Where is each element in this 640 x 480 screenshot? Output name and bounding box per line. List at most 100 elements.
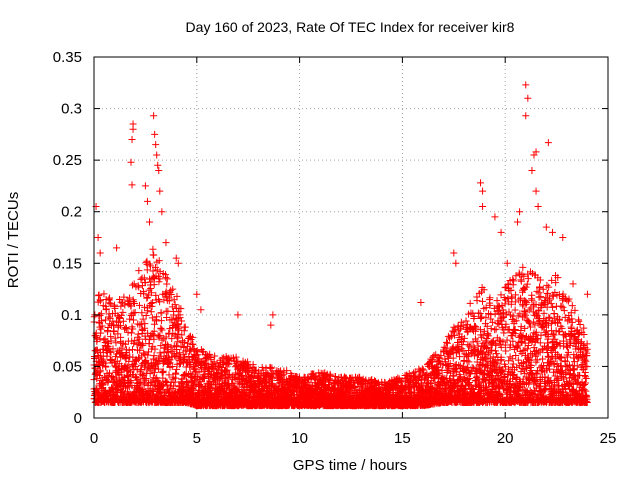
data-point — [109, 345, 117, 353]
data-point — [136, 378, 144, 386]
data-point — [171, 319, 179, 327]
data-point — [165, 371, 173, 379]
data-point — [153, 313, 161, 321]
data-point — [148, 314, 156, 322]
data-point — [95, 291, 103, 299]
data-point — [162, 289, 170, 297]
data-point — [211, 352, 219, 360]
data-point — [168, 335, 176, 343]
data-point — [147, 285, 155, 293]
data-point — [180, 327, 188, 335]
data-point — [140, 349, 148, 357]
data-point — [167, 343, 175, 351]
data-point — [172, 369, 180, 377]
data-point — [119, 317, 127, 325]
data-points — [90, 81, 591, 410]
data-point — [97, 325, 105, 333]
data-point — [222, 367, 230, 375]
data-point — [128, 281, 136, 289]
data-point — [154, 357, 162, 365]
data-point — [110, 328, 118, 336]
data-point — [154, 365, 162, 373]
data-point — [176, 349, 184, 357]
data-point — [156, 298, 164, 306]
data-point — [140, 274, 148, 282]
data-point — [124, 363, 132, 371]
data-point — [162, 333, 170, 341]
data-point — [126, 378, 134, 386]
data-point — [96, 371, 104, 379]
data-point — [188, 333, 196, 341]
data-point — [177, 305, 185, 313]
data-point — [327, 372, 335, 380]
data-point — [117, 298, 125, 306]
data-point — [138, 309, 146, 317]
data-point — [139, 315, 147, 323]
data-point — [150, 281, 158, 289]
data-point — [466, 299, 474, 307]
data-point — [180, 344, 188, 352]
data-point — [457, 318, 465, 326]
chart-title: Day 160 of 2023, Rate Of TEC Index for r… — [186, 19, 515, 35]
data-point — [104, 327, 112, 335]
data-point — [117, 311, 125, 319]
data-point — [156, 349, 164, 357]
data-point — [143, 266, 151, 274]
data-point — [129, 325, 137, 333]
data-point — [124, 328, 132, 336]
data-point — [178, 375, 186, 383]
data-point — [122, 324, 130, 332]
data-point — [173, 315, 181, 323]
data-point — [136, 321, 144, 329]
data-point — [158, 326, 166, 334]
data-point — [163, 275, 171, 283]
data-point — [130, 298, 138, 306]
data-point — [139, 341, 147, 349]
data-point — [169, 285, 177, 293]
data-point — [181, 323, 189, 331]
data-point — [96, 366, 104, 374]
data-point — [173, 365, 181, 373]
data-point — [96, 297, 104, 305]
data-point — [156, 331, 164, 339]
data-point — [102, 363, 110, 371]
data-point — [175, 360, 183, 368]
data-point — [185, 357, 193, 365]
data-point — [102, 316, 110, 324]
data-point — [132, 363, 140, 371]
data-point — [119, 308, 127, 316]
data-point — [142, 375, 150, 383]
data-point — [123, 389, 131, 397]
data-point — [150, 369, 158, 377]
data-point — [155, 278, 163, 286]
data-point — [122, 324, 130, 332]
data-point — [157, 325, 165, 333]
data-point — [141, 350, 149, 358]
data-point — [107, 300, 115, 308]
data-point — [171, 301, 179, 309]
data-point — [116, 314, 124, 322]
data-point — [140, 290, 148, 298]
data-point — [476, 310, 484, 318]
data-point — [127, 376, 135, 384]
data-point — [193, 347, 201, 355]
data-point — [189, 340, 197, 348]
data-point — [134, 330, 142, 338]
data-point — [167, 291, 175, 299]
data-point — [155, 333, 163, 341]
data-point — [147, 289, 155, 297]
data-point — [176, 314, 184, 322]
data-point — [120, 373, 128, 381]
data-point — [178, 317, 186, 325]
data-point — [135, 301, 143, 309]
data-point — [115, 318, 123, 326]
data-point — [144, 307, 152, 315]
data-point — [111, 334, 119, 342]
data-point — [120, 293, 128, 301]
data-point — [142, 259, 150, 267]
data-point — [97, 310, 105, 318]
data-point — [121, 340, 129, 348]
data-point — [125, 357, 133, 365]
data-point — [489, 318, 497, 326]
